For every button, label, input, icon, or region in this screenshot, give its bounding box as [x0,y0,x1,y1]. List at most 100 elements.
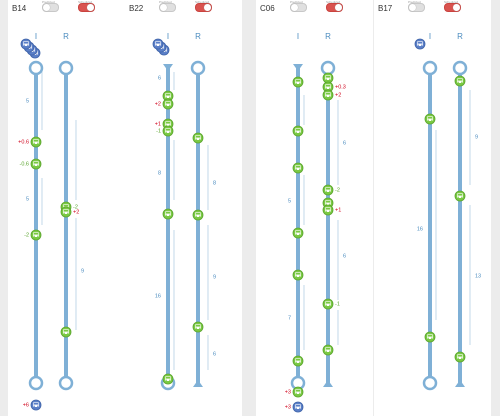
bus-deviation-label: -0.6 [20,161,29,167]
bus-icon[interactable] [162,373,174,385]
terminal-bus-icon[interactable] [30,399,42,411]
bus-icon[interactable] [30,136,42,148]
direction-label-return: R [63,32,69,41]
direction-label-return: R [457,32,463,41]
bunched-bus-icon[interactable] [20,38,32,50]
direction-label-return: R [195,32,201,41]
track-start-marker [293,64,303,71]
predicted-toggle-label: Predicted [42,0,55,4]
predicted-toggle[interactable] [159,3,176,12]
route-title: C06 [260,4,275,13]
route-diagram-b17: I R 16 9 13 [414,32,481,391]
segment-headway-return: 13 [475,273,481,279]
track-end-marker [193,380,203,387]
bus-icon[interactable] [322,81,334,93]
bus-icon[interactable] [322,298,334,310]
bus-deviation-label: -2 [24,232,29,238]
bunched-bus-icon[interactable] [414,38,426,50]
bus-icon[interactable] [192,209,204,221]
route-diagram-b22: I R 6 8 16 8 9 6 +2 +1-1 [152,32,216,391]
panel-header: B17 Predicted Scheduled [374,0,491,16]
bus-icon[interactable] [322,204,334,216]
route-title: B22 [129,4,144,13]
predicted-toggle[interactable] [408,3,425,12]
bus-deviation-label: +3 [285,389,291,395]
predicted-toggle-label: Predicted [290,0,303,4]
bus-icon[interactable] [192,321,204,333]
bus-icon[interactable] [292,162,304,174]
bus-icon[interactable] [292,76,304,88]
route-title: B14 [12,4,27,13]
track-end-marker [323,380,333,387]
panel-header: B22 Predicted Scheduled [125,0,242,16]
bus-icon[interactable] [162,125,174,137]
terminal-bus-icon[interactable] [292,401,304,413]
segment-headway-inbound: 16 [417,226,423,232]
bus-icon[interactable] [192,132,204,144]
segment-headway-inbound: 5 [288,198,291,204]
segment-headway-inbound: 8 [158,170,161,176]
scheduled-toggle[interactable] [195,3,212,12]
bus-icon[interactable] [292,355,304,367]
bus-icon[interactable] [292,227,304,239]
bus-icon[interactable] [292,125,304,137]
scheduled-toggle[interactable] [444,3,461,12]
scheduled-toggle[interactable] [78,3,95,12]
segment-headway-inbound: 7 [288,315,291,321]
bus-icon[interactable] [30,229,42,241]
route-diagram-c06: I R 5 7 6 6 +0.3 +2 -2 +1 -1 +3 +3 [285,32,346,413]
bus-deviation-label: -2 [73,204,78,210]
segment-headway-return: 9 [213,274,216,280]
bus-icon[interactable] [322,184,334,196]
route-panel-c06: C06 Predicted Scheduled [256,0,373,416]
direction-label-return: R [325,32,331,41]
route-title: B17 [378,4,393,13]
track-start-marker [452,60,468,76]
bus-deviation-label: +2 [155,101,161,107]
bus-icon[interactable] [454,190,466,202]
track-end-marker [28,375,44,391]
bus-icon[interactable] [162,208,174,220]
bus-icon[interactable] [30,158,42,170]
bus-deviation-label: -1 [156,128,161,134]
bus-icon[interactable] [322,89,334,101]
segment-headway-return: 6 [213,351,216,357]
bus-deviation-label: +3 [285,404,291,410]
panel-header: B14 Predicted Scheduled [8,0,125,16]
bus-deviation-label: +1 [155,121,161,127]
bus-icon[interactable] [424,331,436,343]
segment-headway-inbound: 5 [26,196,29,202]
track-start-marker [320,60,336,76]
track-end-marker [58,375,74,391]
bus-deviation-label: +6 [23,402,29,408]
segment-headway-inbound: 16 [155,293,161,299]
bus-icon[interactable] [292,269,304,281]
bus-icon[interactable] [454,351,466,363]
bus-icon[interactable] [424,113,436,125]
bus-icon[interactable] [162,90,174,102]
bus-deviation-label: -1 [335,301,340,307]
track-start-marker [422,60,438,76]
bus-icon[interactable] [454,75,466,87]
bus-icon[interactable] [60,206,72,218]
direction-label-inbound: I [167,32,169,41]
scheduled-toggle[interactable] [326,3,343,12]
track-start-marker [28,60,44,76]
predicted-toggle[interactable] [290,3,307,12]
bunched-bus-icon[interactable] [152,38,164,50]
bus-icon[interactable] [162,98,174,110]
track-start-marker [163,64,173,71]
direction-label-inbound: I [35,32,37,41]
terminal-bus-icon[interactable] [292,386,304,398]
bus-icon[interactable] [60,326,72,338]
bus-deviation-label: +2 [335,92,341,98]
bus-deviation-label: +0.3 [335,84,346,90]
bus-icon[interactable] [322,72,334,84]
route-panel-b22: B22 Predicted Scheduled [125,0,242,416]
track-end-marker [422,375,438,391]
predicted-toggle[interactable] [42,3,59,12]
segment-headway-return: 9 [475,134,478,140]
bus-icon[interactable] [322,344,334,356]
